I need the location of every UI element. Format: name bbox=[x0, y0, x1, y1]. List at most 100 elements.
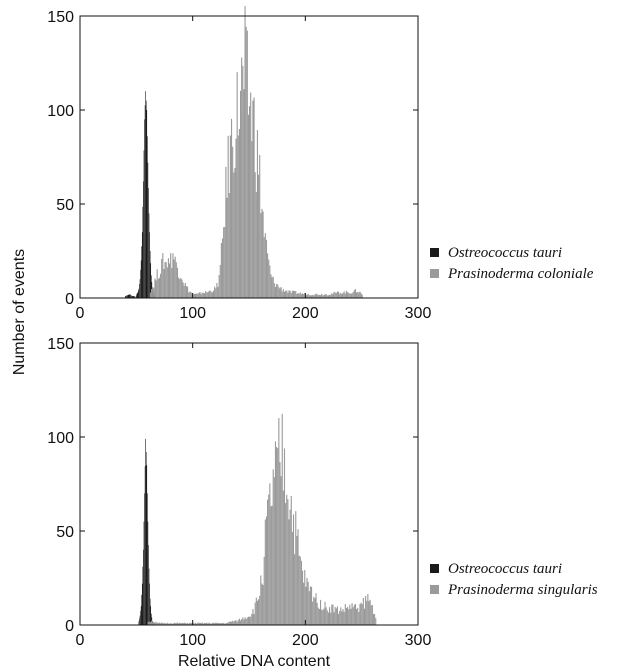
histogram-bar bbox=[348, 609, 350, 625]
histogram-bar bbox=[188, 623, 190, 625]
y-tick-label: 100 bbox=[47, 430, 74, 447]
histogram-bar bbox=[359, 603, 361, 625]
histogram-bar bbox=[220, 623, 222, 625]
histogram-bar bbox=[178, 277, 180, 298]
histogram-bar bbox=[312, 601, 314, 625]
histogram-bar bbox=[245, 618, 247, 625]
histogram-bar bbox=[150, 606, 152, 625]
series-1 bbox=[125, 91, 155, 299]
histogram-bar bbox=[149, 598, 151, 625]
histogram-bar bbox=[199, 292, 201, 298]
histogram-bar bbox=[252, 609, 254, 625]
histogram-bar bbox=[142, 206, 144, 298]
histogram-bar bbox=[170, 253, 172, 298]
histogram-bar bbox=[295, 511, 297, 625]
histogram-bar bbox=[198, 292, 200, 298]
histogram-bar bbox=[184, 622, 186, 625]
histogram-bar bbox=[330, 612, 332, 625]
histogram-bar bbox=[276, 447, 278, 625]
histogram-bar bbox=[136, 294, 137, 298]
histogram-bar bbox=[144, 466, 146, 625]
histogram-bar bbox=[232, 146, 234, 298]
histogram-bar bbox=[285, 290, 287, 298]
histogram-bar bbox=[148, 213, 150, 298]
histogram-bar bbox=[345, 290, 348, 298]
histogram-bar bbox=[174, 622, 176, 625]
histogram-bar bbox=[258, 174, 260, 298]
histogram-bar bbox=[153, 287, 155, 298]
histogram-bar bbox=[260, 213, 262, 298]
histogram-bar bbox=[324, 294, 326, 298]
histogram-bar bbox=[308, 591, 310, 625]
histogram-bar bbox=[217, 622, 219, 625]
histogram-bar bbox=[321, 609, 323, 625]
histogram-bar bbox=[134, 296, 135, 298]
histogram-bar bbox=[289, 509, 291, 625]
histogram-bar bbox=[349, 604, 351, 625]
histogram-bar bbox=[301, 570, 304, 625]
histogram-bar bbox=[181, 623, 183, 625]
histogram-bar bbox=[141, 583, 143, 625]
histogram-bar bbox=[306, 577, 308, 625]
histogram-bar bbox=[149, 232, 150, 298]
histogram-bar bbox=[162, 253, 164, 298]
histogram-bar bbox=[132, 296, 134, 298]
histogram-bar bbox=[270, 274, 272, 298]
histogram-bar bbox=[353, 290, 355, 298]
histogram-bar bbox=[147, 162, 149, 298]
histogram-bar bbox=[278, 418, 280, 625]
histogram-bar bbox=[149, 622, 151, 625]
histogram-bar bbox=[323, 295, 325, 298]
histogram-bar bbox=[246, 617, 248, 625]
histogram-bar bbox=[154, 622, 156, 625]
histogram-bar bbox=[264, 233, 266, 298]
histogram-bar bbox=[209, 290, 211, 298]
histogram-bar bbox=[189, 291, 191, 298]
histogram-bar bbox=[299, 292, 301, 298]
histogram-bar bbox=[310, 295, 313, 298]
histogram-bar bbox=[145, 100, 147, 298]
histogram-bar bbox=[342, 292, 344, 298]
histogram-bar bbox=[274, 441, 277, 625]
histogram-bar bbox=[221, 623, 224, 625]
histogram-bar bbox=[328, 294, 331, 298]
histogram-bar bbox=[161, 622, 163, 625]
histogram-bar bbox=[316, 294, 318, 298]
histogram-bar bbox=[300, 294, 302, 298]
histogram-bar bbox=[228, 621, 230, 625]
legend-swatch bbox=[430, 585, 439, 594]
histogram-bar bbox=[297, 529, 299, 625]
histogram-bar bbox=[234, 168, 236, 298]
histogram-bar bbox=[192, 622, 194, 625]
histogram-bar bbox=[230, 621, 233, 625]
legend-label: Ostreococcus tauri bbox=[448, 561, 562, 577]
histogram-bar bbox=[327, 612, 329, 625]
histogram-bar bbox=[335, 608, 337, 625]
histogram-bar bbox=[265, 516, 268, 625]
histogram-bar bbox=[319, 295, 322, 298]
histogram-bar bbox=[216, 283, 218, 298]
histogram-bar bbox=[126, 295, 127, 298]
histogram-bar bbox=[274, 286, 277, 298]
histogram-bar bbox=[157, 622, 159, 625]
histogram-bar bbox=[238, 128, 240, 298]
histogram-bar bbox=[334, 607, 336, 625]
histogram-bar bbox=[148, 188, 149, 298]
histogram-bar bbox=[153, 622, 155, 625]
chart-panel-2: 0 100 200 300 0 50 100 150 Ostreococcus tauri Pra… bbox=[47, 336, 597, 649]
histogram-bar bbox=[292, 514, 295, 625]
histogram-bar bbox=[192, 294, 194, 298]
histogram-bar bbox=[125, 295, 127, 298]
histogram-bar bbox=[185, 286, 188, 298]
histogram-bar bbox=[156, 622, 158, 625]
histogram-bar bbox=[372, 613, 375, 625]
histogram-bar bbox=[282, 490, 284, 625]
histogram-bar bbox=[194, 293, 197, 298]
histogram-bar bbox=[294, 554, 296, 625]
histogram-bar bbox=[326, 295, 328, 298]
histogram-bar bbox=[209, 623, 211, 625]
histogram-bar bbox=[285, 503, 287, 625]
histogram-bar bbox=[312, 294, 314, 298]
histogram-bar bbox=[359, 291, 361, 298]
